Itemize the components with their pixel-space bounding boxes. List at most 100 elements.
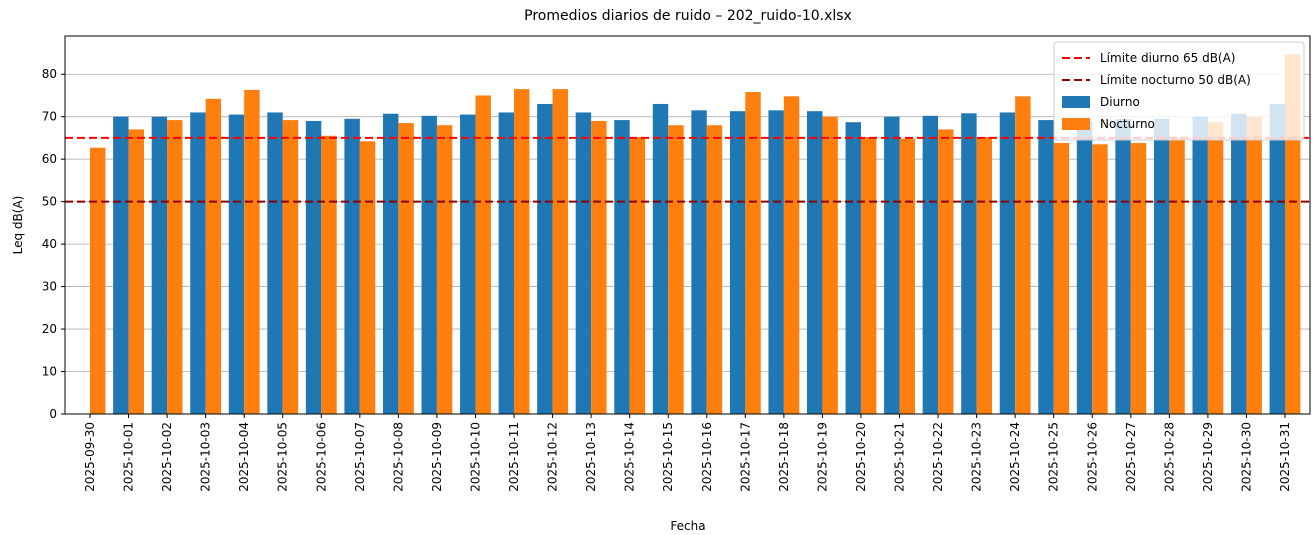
- y-axis-label: Leq dB(A): [11, 196, 25, 255]
- x-tick-label: 2025-10-22: [931, 422, 945, 492]
- bar: [90, 147, 106, 415]
- legend-swatch: [1062, 118, 1090, 130]
- bar: [1076, 120, 1093, 414]
- bar: [498, 112, 515, 415]
- bar: [460, 114, 476, 415]
- x-tick-label: 2025-09-30: [83, 422, 97, 492]
- y-tick-label: 80: [42, 67, 57, 81]
- bar: [1285, 54, 1301, 415]
- x-tick-label: 2025-10-06: [314, 422, 328, 492]
- x-tick-label: 2025-10-18: [777, 422, 791, 492]
- x-tick-label: 2025-10-20: [854, 422, 868, 492]
- legend-label: Límite diurno 65 dB(A): [1100, 51, 1236, 65]
- x-tick-label: 2025-10-02: [160, 422, 174, 492]
- bar: [961, 113, 977, 414]
- bar: [845, 122, 861, 414]
- x-tick-label: 2025-10-04: [237, 422, 251, 492]
- y-tick-label: 50: [42, 195, 57, 209]
- y-tick-label: 60: [42, 152, 57, 166]
- bar: [321, 135, 337, 414]
- x-tick-label: 2025-10-10: [468, 422, 482, 492]
- bar: [267, 112, 283, 415]
- x-tick-label: 2025-10-03: [199, 422, 213, 492]
- x-tick-label: 2025-10-12: [546, 422, 560, 492]
- bar: [1169, 137, 1185, 414]
- bar: [421, 115, 437, 414]
- x-tick-label: 2025-10-17: [738, 422, 752, 492]
- x-tick-label: 2025-10-07: [353, 422, 367, 492]
- bar: [591, 120, 607, 414]
- chart-title: Promedios diarios de ruido – 202_ruido-1…: [524, 8, 852, 24]
- y-tick-label: 20: [42, 322, 57, 336]
- x-tick-label: 2025-10-28: [1162, 422, 1176, 492]
- y-tick-label: 40: [42, 237, 57, 251]
- x-tick-label: 2025-10-09: [430, 422, 444, 492]
- bar: [128, 129, 144, 414]
- y-tick-label: 10: [42, 365, 57, 379]
- bar: [729, 111, 746, 414]
- legend: Límite diurno 65 dB(A) Límite nocturno 50…: [1053, 41, 1305, 141]
- legend-swatch: [1062, 96, 1090, 108]
- bar: [783, 96, 800, 414]
- bar: [113, 116, 129, 415]
- x-tick-label: 2025-10-08: [391, 422, 405, 492]
- bar: [1053, 143, 1070, 414]
- plot-frame: [64, 35, 1311, 415]
- bar: [1115, 118, 1131, 414]
- x-tick-label: 2025-10-11: [507, 422, 521, 492]
- bar: [190, 112, 206, 415]
- x-tick-label: 2025-10-27: [1124, 422, 1138, 492]
- bar: [1246, 116, 1262, 415]
- bar: [514, 89, 530, 414]
- x-tick-label: 2025-10-16: [700, 422, 714, 492]
- bar: [860, 137, 877, 415]
- bar: [575, 112, 592, 415]
- bar: [822, 116, 838, 415]
- bar: [999, 112, 1016, 415]
- bar: [768, 110, 784, 415]
- x-tick-label: 2025-10-29: [1201, 422, 1215, 492]
- x-tick-label: 2025-10-05: [276, 422, 290, 492]
- bar: [691, 110, 707, 415]
- bar: [938, 129, 954, 414]
- bar: [151, 116, 168, 415]
- y-tick-label: 70: [42, 110, 57, 124]
- bar: [1153, 118, 1170, 414]
- bar: [807, 111, 823, 414]
- bar: [899, 138, 915, 414]
- x-axis-label: Fecha: [670, 519, 705, 533]
- bar: [629, 137, 646, 415]
- bar: [1015, 96, 1031, 414]
- bar: [305, 120, 322, 414]
- legend-label: Nocturno: [1100, 117, 1155, 131]
- bar: [205, 98, 222, 414]
- x-tick-label: 2025-10-14: [623, 422, 637, 492]
- x-tick-label: 2025-10-15: [661, 422, 675, 492]
- bar: [552, 89, 568, 414]
- bar: [398, 123, 414, 414]
- bar: [228, 114, 245, 415]
- y-tick-label: 30: [42, 280, 57, 294]
- legend-label: Diurno: [1100, 95, 1140, 109]
- legend-box: [1053, 41, 1305, 141]
- bar: [436, 125, 453, 414]
- legend-label: Límite nocturno 50 dB(A): [1100, 73, 1251, 87]
- x-tick-label: 2025-10-13: [584, 422, 598, 492]
- bar: [359, 141, 376, 415]
- bar: [706, 125, 723, 414]
- x-tick-label: 2025-10-24: [1008, 422, 1022, 492]
- x-tick-label: 2025-10-26: [1085, 422, 1099, 492]
- bar: [1192, 116, 1208, 415]
- bar: [922, 115, 939, 414]
- bar: [1092, 144, 1108, 414]
- x-tick-label: 2025-10-23: [970, 422, 984, 492]
- bar: [475, 95, 491, 415]
- x-tick-label: 2025-10-31: [1278, 422, 1292, 492]
- bar: [282, 120, 299, 414]
- x-tick-label: 2025-10-01: [122, 422, 136, 492]
- bar: [167, 120, 183, 414]
- bar: [652, 103, 669, 415]
- bar: [614, 120, 630, 414]
- bar: [1038, 120, 1054, 414]
